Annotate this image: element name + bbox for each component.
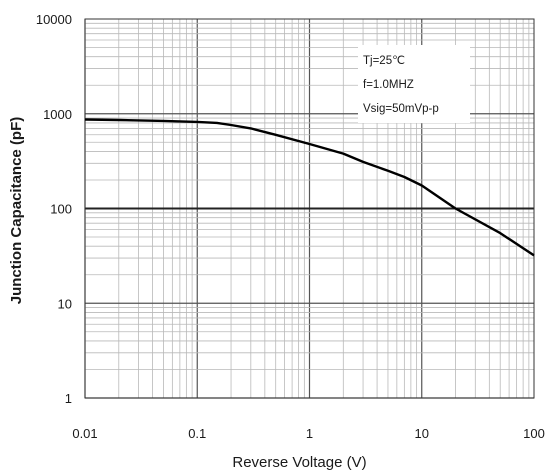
capacitance-curve xyxy=(84,118,535,257)
x-tick-label: 0.01 xyxy=(72,426,97,441)
x-tick-label: 10 xyxy=(415,426,429,441)
y-tick-label: 1 xyxy=(65,391,72,406)
annotation-box: Tj=25℃ f=1.0MHZ Vsig=50mVp-p xyxy=(358,45,470,123)
x-tick-label: 100 xyxy=(523,426,545,441)
grid-layer xyxy=(84,19,534,399)
plot-frame xyxy=(84,18,535,399)
annotation-line: Vsig=50mVp-p xyxy=(363,103,439,115)
y-axis-title: Junction Capacitance (pF) xyxy=(8,117,25,305)
annotation-line: f=1.0MHZ xyxy=(363,79,414,91)
annotation-line: Tj=25℃ xyxy=(363,55,405,67)
y-tick-label: 100 xyxy=(50,202,72,217)
x-tick-label: 1 xyxy=(306,426,313,441)
y-tick-label: 10000 xyxy=(36,12,72,27)
y-tick-label: 1000 xyxy=(43,107,72,122)
series-layer xyxy=(84,118,535,257)
x-axis-title: Reverse Voltage (V) xyxy=(232,454,366,471)
y-tick-label: 10 xyxy=(58,296,72,311)
x-tick-label: 0.1 xyxy=(188,426,206,441)
annotation-background xyxy=(358,45,470,123)
tick-labels: 0.01 0.1 1 10 100 1 10 100 1000 10000 xyxy=(36,12,545,441)
